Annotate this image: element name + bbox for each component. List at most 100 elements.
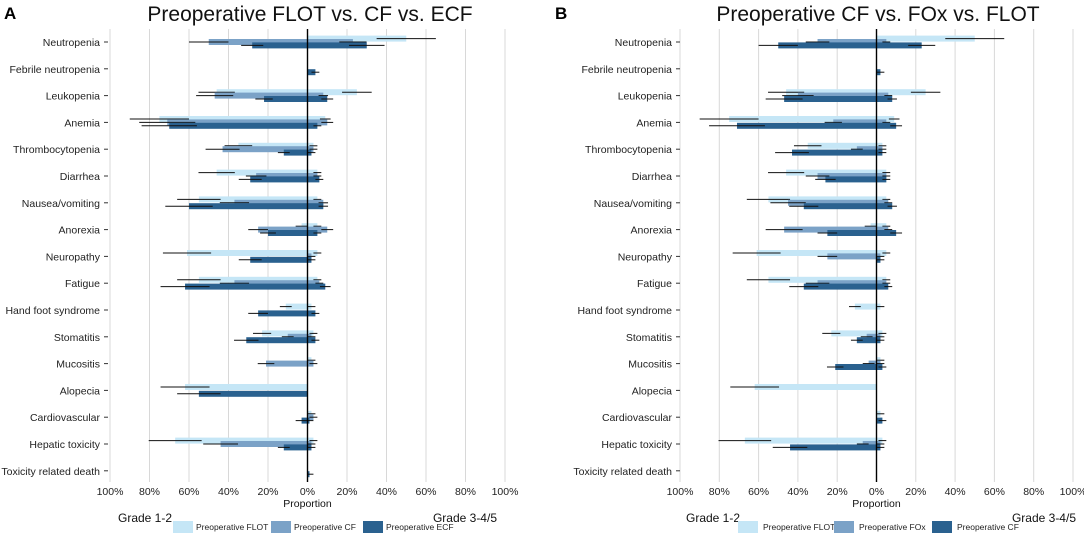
panel-letter-A: A	[4, 4, 16, 23]
category-label: Hepatic toxicity	[601, 439, 672, 451]
legend-swatch	[834, 521, 854, 533]
bar-grade345	[876, 35, 975, 42]
legend-swatch	[271, 521, 291, 533]
category-label: Mucositis	[628, 359, 672, 371]
bar-grade12	[827, 253, 877, 260]
legend-label: Preoperative FLOT	[196, 522, 268, 532]
bar-grade12	[169, 122, 308, 129]
bar-grade345	[876, 39, 887, 45]
x-tick-label: 40%	[218, 486, 239, 498]
bar-grade12	[234, 199, 308, 206]
grade-right-label: Grade 3-4/5	[433, 511, 497, 525]
bar-grade345	[307, 42, 367, 49]
bar-grade345	[876, 116, 895, 122]
bar-grade12	[784, 96, 877, 102]
bar-grade12	[803, 283, 877, 290]
bar-grade345	[307, 280, 320, 287]
category-label: Thrombocytopenia	[585, 144, 672, 156]
x-axis-title: Proportion	[852, 498, 901, 510]
bar-grade12	[825, 176, 877, 183]
bar-grade345	[307, 226, 328, 233]
bar-grade345	[307, 92, 324, 99]
x-axis-title: Proportion	[283, 498, 332, 510]
bar-grade12	[797, 92, 877, 99]
bar-grade12	[167, 119, 308, 126]
bar-grade345	[876, 89, 926, 96]
bar-grade12	[831, 330, 877, 337]
bar-grade12	[216, 169, 308, 176]
bar-grade12	[214, 92, 308, 99]
legend-swatch	[363, 521, 383, 533]
bar-grade345	[307, 283, 326, 290]
category-label: Febrile neutropenia	[582, 64, 673, 76]
x-tick-label: 100%	[1060, 486, 1084, 498]
bar-grade345	[307, 96, 328, 102]
x-tick-label: 0%	[300, 486, 315, 498]
category-label: Cardiovascular	[602, 412, 673, 424]
bar-grade345	[876, 169, 887, 176]
category-label: Neutropenia	[43, 37, 100, 49]
x-tick-label: 20%	[905, 486, 926, 498]
bar-grade12	[835, 364, 877, 370]
bar-grade345	[307, 35, 407, 42]
bar-grade12	[208, 39, 308, 45]
bar-grade12	[756, 250, 877, 256]
bar-grade12	[268, 230, 308, 236]
bar-grade12	[185, 283, 308, 290]
bar-grade12	[258, 226, 308, 233]
bar-grade12	[216, 89, 308, 96]
legend-swatch	[738, 521, 758, 533]
bar-grade345	[307, 276, 318, 283]
bar-grade12	[256, 173, 308, 179]
bar-grade12	[778, 42, 877, 49]
bar-grade12	[790, 444, 877, 451]
bar-grade12	[198, 276, 308, 283]
bar-grade12	[159, 116, 308, 122]
category-label: Toxicity related death	[1, 466, 100, 478]
panel-letter-B: B	[555, 4, 567, 23]
bar-grade12	[252, 42, 308, 49]
category-label: Neutropenia	[615, 37, 672, 49]
bar-grade12	[788, 199, 877, 206]
bar-grade12	[198, 196, 308, 203]
category-label: Stomatitis	[54, 332, 100, 344]
x-tick-label: 40%	[376, 486, 397, 498]
bar-grade345	[876, 250, 887, 256]
x-tick-label: 40%	[787, 486, 808, 498]
bar-grade12	[220, 441, 308, 447]
x-tick-label: 20%	[336, 486, 357, 498]
category-label: Toxicity related death	[573, 466, 672, 478]
x-tick-label: 80%	[455, 486, 476, 498]
x-tick-label: 100%	[667, 486, 694, 498]
bar-grade345	[307, 39, 353, 45]
category-label: Anemia	[636, 117, 672, 129]
category-label: Hand foot syndrome	[577, 305, 672, 317]
bar-grade12	[262, 330, 308, 337]
category-label: Cardiovascular	[30, 412, 101, 424]
bar-grade345	[876, 122, 897, 129]
bar-grade12	[258, 310, 308, 317]
category-label: Febrile neutropenia	[10, 64, 101, 76]
bar-grade345	[307, 122, 318, 129]
bar-grade345	[876, 223, 887, 230]
bar-grade12	[729, 116, 877, 122]
category-label: Anemia	[64, 117, 100, 129]
x-tick-label: 0%	[869, 486, 884, 498]
chart-title: Preoperative CF vs. FOx vs. FLOT	[716, 3, 1039, 26]
bar-grade12	[768, 196, 877, 203]
bar-grade345	[876, 119, 887, 126]
legend-swatch	[932, 521, 952, 533]
bar-grade345	[876, 176, 887, 183]
bar-grade345	[876, 276, 887, 283]
category-label: Leukopenia	[46, 91, 100, 103]
bar-grade345	[876, 199, 889, 206]
bar-grade345	[307, 199, 324, 206]
chart-title: Preoperative FLOT vs. CF vs. ECF	[147, 3, 472, 26]
bar-grade12	[784, 226, 877, 233]
bar-grade12	[234, 280, 308, 287]
x-tick-label: 40%	[945, 486, 966, 498]
bar-grade12	[187, 250, 308, 256]
legend-label: Preoperative FOx	[859, 522, 926, 532]
x-tick-label: 20%	[257, 486, 278, 498]
bar-grade12	[264, 96, 308, 102]
